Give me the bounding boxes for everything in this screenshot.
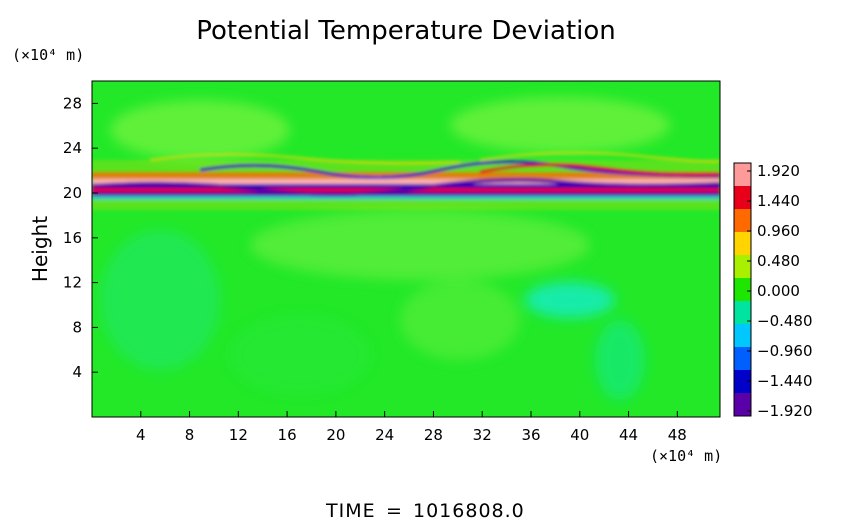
x-tick-label: 44 [619,426,638,444]
band-wave [199,160,720,179]
colorbar-swatch [734,186,751,210]
colorbar-swatch [734,209,751,233]
colorbar-label: −1.440 [757,372,813,390]
colorbar-label: 1.920 [757,162,800,180]
colorbar-label: −1.920 [757,402,813,420]
x-tick-label: 48 [668,426,687,444]
heatmap-field [92,81,720,417]
band-wave [92,178,720,197]
x-tick-label: 8 [185,426,195,444]
time-label: TIME [325,500,376,519]
colorbar-swatch [734,301,751,325]
y-tick-label: 12 [63,274,82,292]
colorbar-swatch [734,232,751,256]
colorbar-swatch [734,255,751,279]
field-patch [525,282,615,318]
band-layer [92,184,720,188]
field-patch [230,315,370,395]
x-tick-label: 24 [375,426,394,444]
colorbar-label: 0.960 [757,222,800,240]
colorbar-label: 0.000 [757,282,800,300]
field-patch [250,210,590,280]
colorbar-swatch [734,278,751,302]
colorbar: 1.920 1.440 0.960 0.480 0.000 −0.480 −0.960 −1.… [733,162,813,420]
y-unit-label: (×10⁴ m) [12,46,84,64]
colorbar-swatch [734,370,751,394]
time-equals: = [386,500,403,519]
x-axis-ticks: 4 8 12 16 20 24 28 32 36 40 44 48 [136,411,687,444]
field-patch [595,320,645,400]
colorbar-frame [733,162,752,417]
y-tick-label: 28 [63,94,82,112]
x-tick-label: 36 [521,426,540,444]
colorbar-label: 1.440 [757,192,800,210]
colorbar-swatch [734,324,751,348]
y-axis-ticks: 4 8 12 16 20 24 28 [63,94,98,381]
field-patch [110,100,290,160]
x-unit-label: (×10⁴ m) [650,447,722,465]
y-tick-label: 4 [72,363,82,381]
field-patch [400,280,520,360]
plot-frame [91,80,721,418]
colorbar-swatch [734,163,751,187]
band-layer [92,192,720,196]
field-patch [100,230,220,370]
colorbar-swatch [734,347,751,371]
y-axis-title: Height [28,216,52,282]
band-layer [92,179,720,185]
time-value: 1016808.0 [413,500,525,519]
y-tick-label: 20 [63,184,82,202]
x-tick-label: 32 [473,426,492,444]
x-tick-label: 4 [136,426,146,444]
x-tick-label: 12 [229,426,248,444]
band-wave [479,151,720,163]
chart-title: Potential Temperature Deviation [196,16,616,46]
y-tick-label: 8 [72,318,82,336]
band-wave [149,153,461,165]
y-tick-label: 16 [63,229,82,247]
y-tick-label: 24 [63,139,82,157]
colorbar-label: 0.480 [757,252,800,270]
colorbar-label: −0.960 [757,342,813,360]
colorbar-label: −0.480 [757,312,813,330]
x-tick-label: 16 [278,426,297,444]
band-wave [479,163,720,176]
band-layer [92,196,720,200]
field-patch [450,97,670,153]
x-tick-label: 40 [570,426,589,444]
colorbar-swatch [734,393,751,417]
x-tick-label: 20 [326,426,345,444]
x-tick-label: 28 [424,426,443,444]
